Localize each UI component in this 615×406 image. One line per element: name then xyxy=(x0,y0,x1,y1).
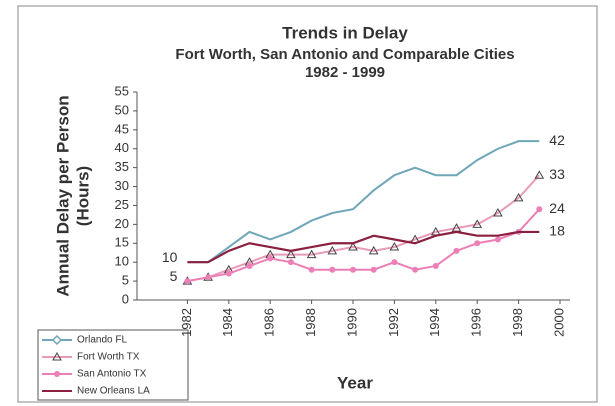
legend-marker xyxy=(51,334,63,346)
point xyxy=(350,266,356,273)
point xyxy=(308,266,315,273)
value-label: 5 xyxy=(170,268,178,284)
y-tick-label: 20 xyxy=(115,216,129,231)
series-line xyxy=(187,208,541,283)
y-tick-label: 0 xyxy=(122,291,129,306)
point xyxy=(536,206,543,213)
point xyxy=(246,262,253,269)
legend-label: New Orleans LA xyxy=(77,386,150,397)
point xyxy=(534,170,545,179)
point xyxy=(225,270,232,277)
y-tick-label: 5 xyxy=(122,273,129,288)
point xyxy=(513,192,524,202)
point xyxy=(267,255,274,262)
y-tick-label: 45 xyxy=(115,121,129,136)
point xyxy=(287,259,294,266)
point xyxy=(370,266,377,273)
x-tick-label: 1990 xyxy=(344,308,359,337)
x-tick-label: 1994 xyxy=(427,308,442,337)
y-tick-label: 50 xyxy=(115,102,129,117)
point xyxy=(389,242,400,251)
x-tick-label: 1984 xyxy=(220,308,235,337)
point xyxy=(286,249,296,259)
point xyxy=(329,266,336,273)
y-tick-label: 25 xyxy=(115,197,129,212)
point xyxy=(432,262,439,269)
point xyxy=(453,247,460,254)
y-tick-label: 30 xyxy=(115,178,129,193)
value-label: 33 xyxy=(549,166,565,182)
chart-subtitle: Fort Worth, San Antonio and Comparable C… xyxy=(175,46,514,63)
x-tick-label: 1992 xyxy=(386,308,401,337)
x-tick-label: 2000 xyxy=(551,308,566,337)
legend-label: Fort Worth TX xyxy=(77,352,140,363)
x-tick-label: 1982 xyxy=(179,308,194,337)
x-tick-label: 1988 xyxy=(303,308,318,337)
point xyxy=(184,278,191,285)
series-line xyxy=(187,140,540,264)
value-label: 42 xyxy=(549,132,565,148)
y-tick-label: 10 xyxy=(115,254,129,269)
point xyxy=(474,240,481,247)
point xyxy=(494,236,501,243)
value-label: 24 xyxy=(549,200,565,216)
point xyxy=(493,208,503,217)
point xyxy=(348,242,358,251)
y-axis-title: (Hours) xyxy=(73,166,92,226)
series-line xyxy=(187,230,540,264)
point xyxy=(472,219,483,228)
legend-marker xyxy=(54,371,60,377)
y-tick-label: 55 xyxy=(115,83,129,98)
legend-marker xyxy=(52,351,62,361)
point xyxy=(327,245,338,255)
y-axis-title: Annual Delay per Person xyxy=(53,95,72,296)
y-tick-label: 15 xyxy=(115,235,129,250)
point xyxy=(391,259,398,266)
point xyxy=(412,266,419,273)
point xyxy=(368,245,379,255)
chart-title: Trends in Delay xyxy=(282,23,408,42)
legend-label: Orlando FL xyxy=(77,335,127,346)
chart-subtitle: 1982 - 1999 xyxy=(305,64,385,81)
legend-box xyxy=(37,329,189,401)
point xyxy=(205,274,212,281)
point xyxy=(306,249,317,259)
y-tick-label: 40 xyxy=(115,140,129,155)
x-tick-label: 1998 xyxy=(510,308,525,337)
value-label: 10 xyxy=(162,249,178,265)
x-tick-label: 1986 xyxy=(262,308,277,337)
legend-label: San Antonio TX xyxy=(77,369,147,380)
x-tick-label: 1996 xyxy=(469,308,484,337)
y-tick-label: 35 xyxy=(115,159,129,174)
x-axis-title: Year xyxy=(337,373,373,392)
value-label: 18 xyxy=(549,223,565,239)
